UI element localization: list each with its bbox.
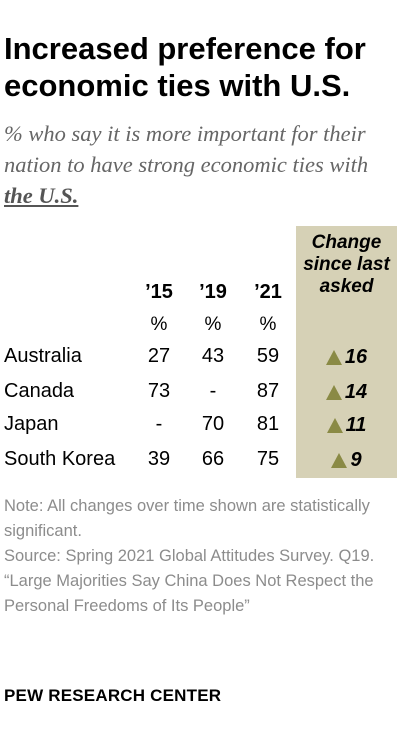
chart-subtitle: % who say it is more important for their… bbox=[4, 118, 396, 211]
column-header-2021: ’21 bbox=[254, 281, 282, 303]
report-title-text: “Large Majorities Say China Does Not Res… bbox=[4, 572, 374, 615]
value-japan-2015: - bbox=[155, 413, 163, 435]
subtitle-text: % who say it is more important for their… bbox=[4, 121, 369, 177]
change-australia: 16 bbox=[296, 344, 397, 370]
value-south-korea-2019: 66 bbox=[201, 448, 225, 470]
value-canada-2019: - bbox=[209, 380, 217, 402]
unit-label-2015: % bbox=[150, 314, 168, 335]
row-label-south-korea: South Korea bbox=[4, 448, 116, 470]
chart-notes: Note: All changes over time shown are st… bbox=[4, 494, 396, 619]
note-text: Note: All changes over time shown are st… bbox=[4, 497, 370, 540]
change-column-header: Change since last asked bbox=[303, 232, 390, 297]
source-text: Source: Spring 2021 Global Attitudes Sur… bbox=[4, 547, 375, 565]
row-label-canada: Canada bbox=[4, 380, 75, 402]
column-header-2015: ’15 bbox=[145, 281, 173, 303]
brand-logo-text: PEW RESEARCH CENTER bbox=[4, 686, 222, 705]
value-canada-2015: 73 bbox=[147, 380, 171, 402]
change-south-korea: 9 bbox=[296, 447, 397, 473]
change-value-south-korea: 9 bbox=[350, 448, 362, 471]
chart-title: Increased preference for economic ties w… bbox=[4, 31, 366, 103]
change-canada: 14 bbox=[296, 379, 397, 405]
unit-label-2019: % bbox=[204, 314, 222, 335]
value-japan-2021: 81 bbox=[256, 413, 280, 435]
value-japan-2019: 70 bbox=[201, 413, 225, 435]
row-label-australia: Australia bbox=[4, 345, 82, 367]
change-column-panel: Change since last asked bbox=[296, 226, 397, 478]
value-south-korea-2015: 39 bbox=[147, 448, 171, 470]
change-value-canada: 14 bbox=[344, 380, 368, 403]
row-label-japan: Japan bbox=[4, 413, 59, 435]
value-australia-2021: 59 bbox=[256, 345, 280, 367]
up-triangle-icon bbox=[326, 417, 343, 433]
up-triangle-icon bbox=[325, 349, 342, 365]
value-australia-2019: 43 bbox=[201, 345, 225, 367]
up-triangle-icon bbox=[331, 452, 348, 468]
up-triangle-icon bbox=[325, 384, 342, 400]
unit-label-2021: % bbox=[259, 314, 277, 335]
change-value-japan: 11 bbox=[345, 413, 367, 436]
value-australia-2015: 27 bbox=[147, 345, 171, 367]
change-value-australia: 16 bbox=[344, 345, 368, 368]
change-japan: 11 bbox=[296, 412, 397, 438]
value-canada-2021: 87 bbox=[256, 380, 280, 402]
value-south-korea-2021: 75 bbox=[256, 448, 280, 470]
subtitle-emphasis: the U.S. bbox=[4, 183, 79, 208]
column-header-2019: ’19 bbox=[199, 281, 227, 303]
